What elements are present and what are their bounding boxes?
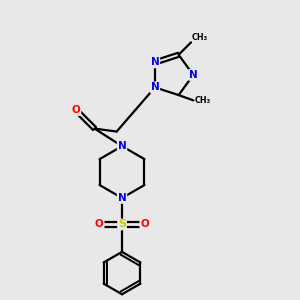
Text: N: N [118, 193, 126, 203]
Text: O: O [72, 105, 80, 115]
Text: N: N [189, 70, 198, 80]
Text: N: N [118, 141, 126, 151]
Text: O: O [95, 220, 104, 230]
Text: N: N [151, 58, 159, 68]
Text: O: O [140, 220, 149, 230]
Text: S: S [118, 220, 126, 230]
Text: CH₃: CH₃ [192, 32, 208, 41]
Text: CH₃: CH₃ [194, 96, 210, 105]
Text: N: N [151, 82, 159, 92]
